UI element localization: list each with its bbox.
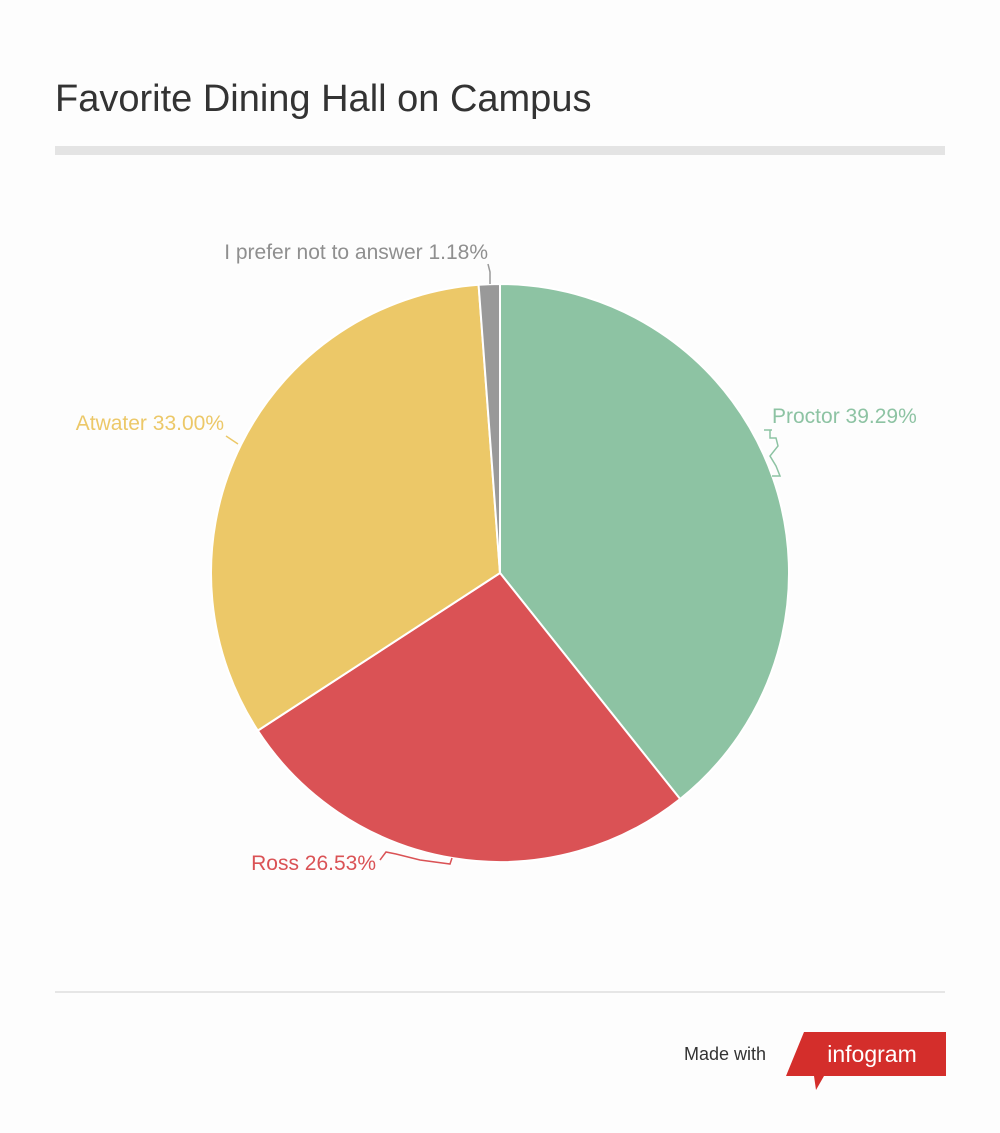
slice-label-proctor: Proctor 39.29%: [772, 405, 917, 428]
leader-line-ross: [379, 851, 453, 865]
footer-divider: [55, 991, 945, 993]
leader-line-atwater: [225, 435, 239, 445]
infogram-logo-shape: [786, 1032, 946, 1090]
leader-line-proctor: [764, 429, 782, 477]
infogram-logo[interactable]: infogram: [786, 1032, 946, 1092]
pie-slice-proctor[interactable]: [499, 283, 790, 800]
leader-line-i-prefer-not-to-answer: [487, 263, 491, 284]
pie-chart: Proctor 39.29% Ross 26.53% Atwater 33.00% I…: [0, 160, 1000, 980]
made-with-text[interactable]: Made with: [684, 1044, 767, 1064]
pie-slice-ross[interactable]: [256, 572, 682, 863]
title-underline: [55, 146, 945, 155]
pie-slice-i-prefer-not-to-answer[interactable]: [477, 282, 501, 574]
slice-label-atwater: Atwater 33.00%: [76, 412, 224, 435]
pie-chart-svg: Proctor 39.29% Ross 26.53% Atwater 33.00% I…: [76, 241, 917, 875]
pie-slice-atwater[interactable]: [210, 283, 501, 732]
slice-label-i-prefer-not-to-answer: I prefer not to answer 1.18%: [224, 241, 488, 264]
slice-label-ross: Ross 26.53%: [251, 852, 376, 875]
infogram-logo-text: infogram: [827, 1041, 916, 1067]
chart-title: Favorite Dining Hall on Campus: [55, 78, 592, 120]
